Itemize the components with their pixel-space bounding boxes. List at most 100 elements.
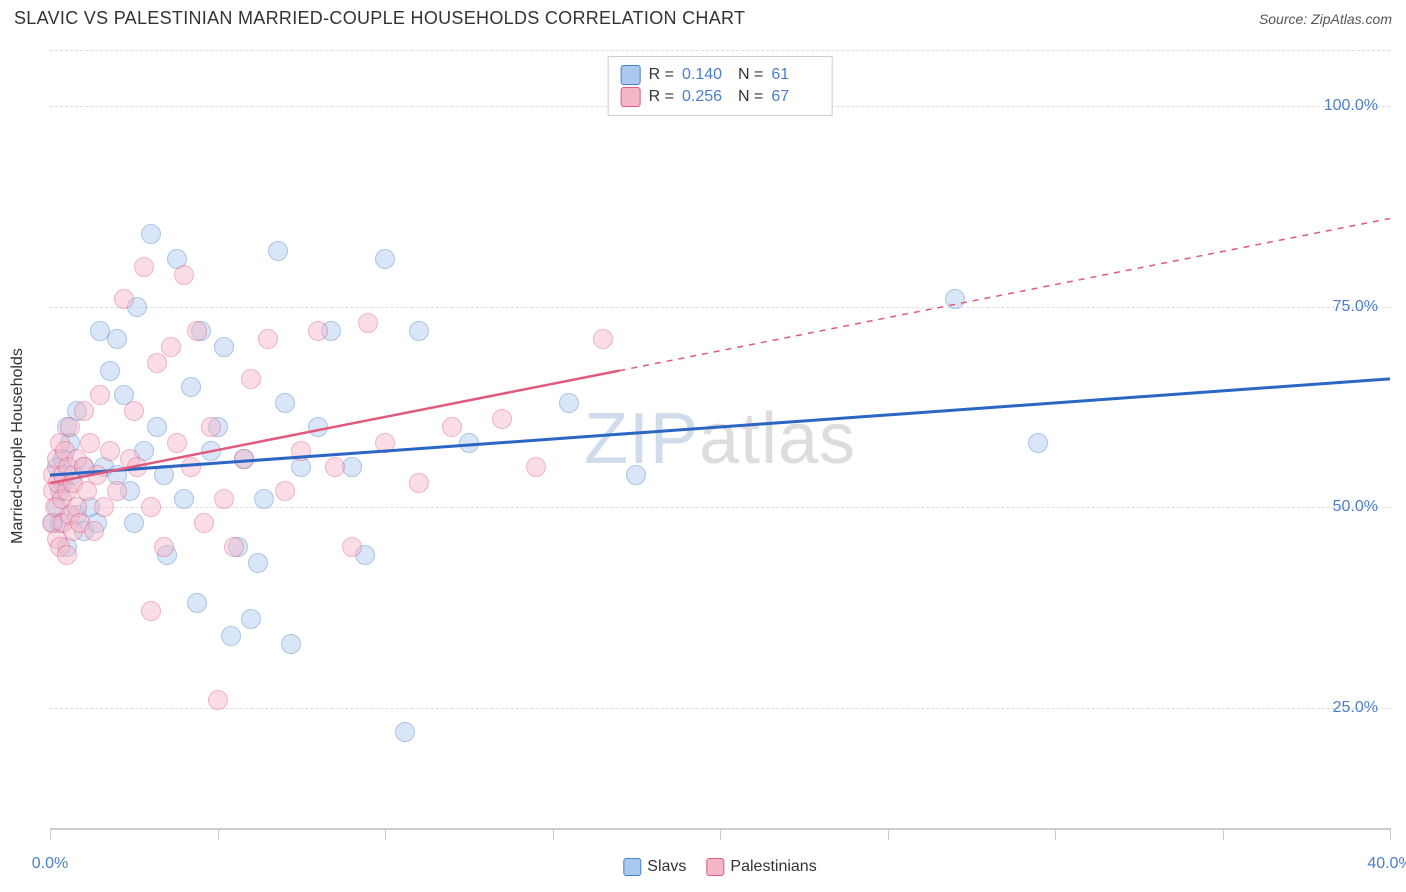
r-label: R = bbox=[649, 88, 674, 106]
y-tick-label: 50.0% bbox=[1333, 498, 1378, 516]
scatter-point-slavs bbox=[187, 593, 207, 613]
swatch-palestinians bbox=[621, 87, 641, 107]
scatter-point-palestinians bbox=[308, 321, 328, 341]
scatter-point-slavs bbox=[254, 489, 274, 509]
r-value-slavs: 0.140 bbox=[682, 66, 730, 84]
scatter-point-palestinians bbox=[409, 473, 429, 493]
scatter-point-slavs bbox=[214, 337, 234, 357]
scatter-point-palestinians bbox=[187, 321, 207, 341]
scatter-point-palestinians bbox=[241, 369, 261, 389]
r-label: R = bbox=[649, 66, 674, 84]
scatter-point-slavs bbox=[281, 634, 301, 654]
legend-row-slavs: R = 0.140 N = 61 bbox=[621, 65, 820, 85]
scatter-point-palestinians bbox=[134, 257, 154, 277]
scatter-point-palestinians bbox=[214, 489, 234, 509]
scatter-point-palestinians bbox=[258, 329, 278, 349]
legend-row-palestinians: R = 0.256 N = 67 bbox=[621, 87, 820, 107]
x-tick-label: 0.0% bbox=[32, 855, 68, 873]
scatter-point-palestinians bbox=[342, 537, 362, 557]
scatter-point-palestinians bbox=[161, 337, 181, 357]
y-tick-label: 100.0% bbox=[1324, 97, 1378, 115]
legend-label-palestinians: Palestinians bbox=[730, 858, 816, 876]
chart-title: SLAVIC VS PALESTINIAN MARRIED-COUPLE HOU… bbox=[14, 8, 745, 29]
scatter-point-palestinians bbox=[358, 313, 378, 333]
scatter-point-slavs bbox=[241, 609, 261, 629]
scatter-point-palestinians bbox=[208, 690, 228, 710]
scatter-point-slavs bbox=[275, 393, 295, 413]
scatter-point-slavs bbox=[308, 417, 328, 437]
scatter-point-slavs bbox=[945, 289, 965, 309]
scatter-point-palestinians bbox=[201, 417, 221, 437]
scatter-point-palestinians bbox=[167, 433, 187, 453]
scatter-point-slavs bbox=[559, 393, 579, 413]
chart-source: Source: ZipAtlas.com bbox=[1259, 11, 1392, 27]
scatter-point-slavs bbox=[124, 513, 144, 533]
correlation-legend: R = 0.140 N = 61 R = 0.256 N = 67 bbox=[608, 56, 833, 116]
chart-header: SLAVIC VS PALESTINIAN MARRIED-COUPLE HOU… bbox=[0, 0, 1406, 35]
scatter-point-palestinians bbox=[291, 441, 311, 461]
gridline bbox=[50, 50, 1390, 51]
scatter-point-palestinians bbox=[154, 537, 174, 557]
scatter-point-slavs bbox=[141, 224, 161, 244]
legend-item-slavs: Slavs bbox=[623, 858, 686, 876]
scatter-point-slavs bbox=[268, 241, 288, 261]
scatter-point-palestinians bbox=[124, 401, 144, 421]
scatter-point-slavs bbox=[201, 441, 221, 461]
swatch-slavs bbox=[621, 65, 641, 85]
scatter-point-slavs bbox=[174, 489, 194, 509]
scatter-point-palestinians bbox=[275, 481, 295, 501]
scatter-point-palestinians bbox=[224, 537, 244, 557]
scatter-point-slavs bbox=[100, 361, 120, 381]
scatter-point-slavs bbox=[375, 249, 395, 269]
x-tick bbox=[1055, 828, 1056, 840]
scatter-point-palestinians bbox=[141, 497, 161, 517]
scatter-point-slavs bbox=[248, 553, 268, 573]
x-tick bbox=[1390, 828, 1391, 840]
n-label: N = bbox=[738, 66, 763, 84]
y-tick-label: 75.0% bbox=[1333, 298, 1378, 316]
y-tick-label: 25.0% bbox=[1333, 699, 1378, 717]
legend-label-slavs: Slavs bbox=[647, 858, 686, 876]
series-legend: Slavs Palestinians bbox=[623, 858, 816, 876]
x-tick bbox=[50, 828, 51, 840]
legend-item-palestinians: Palestinians bbox=[706, 858, 816, 876]
scatter-point-palestinians bbox=[375, 433, 395, 453]
swatch-palestinians-icon bbox=[706, 858, 724, 876]
gridline bbox=[50, 307, 1390, 308]
source-prefix: Source: bbox=[1259, 11, 1311, 27]
scatter-point-slavs bbox=[409, 321, 429, 341]
scatter-point-palestinians bbox=[181, 457, 201, 477]
n-label: N = bbox=[738, 88, 763, 106]
x-tick bbox=[888, 828, 889, 840]
x-tick-label: 40.0% bbox=[1367, 855, 1406, 873]
swatch-slavs-icon bbox=[623, 858, 641, 876]
scatter-point-palestinians bbox=[593, 329, 613, 349]
chart-plot-area: ZIPatlas R = 0.140 N = 61 R = 0.256 N = … bbox=[50, 50, 1390, 830]
gridline bbox=[50, 708, 1390, 709]
scatter-point-palestinians bbox=[90, 385, 110, 405]
scatter-point-palestinians bbox=[60, 417, 80, 437]
scatter-point-palestinians bbox=[492, 409, 512, 429]
watermark: ZIPatlas bbox=[584, 398, 856, 480]
r-value-palestinians: 0.256 bbox=[682, 88, 730, 106]
scatter-point-palestinians bbox=[174, 265, 194, 285]
scatter-point-palestinians bbox=[100, 441, 120, 461]
scatter-point-palestinians bbox=[80, 433, 100, 453]
scatter-point-palestinians bbox=[127, 457, 147, 477]
scatter-point-slavs bbox=[107, 329, 127, 349]
scatter-point-slavs bbox=[181, 377, 201, 397]
gridline bbox=[50, 507, 1390, 508]
scatter-point-palestinians bbox=[107, 481, 127, 501]
scatter-point-slavs bbox=[1028, 433, 1048, 453]
x-tick bbox=[720, 828, 721, 840]
scatter-point-slavs bbox=[154, 465, 174, 485]
scatter-point-slavs bbox=[626, 465, 646, 485]
scatter-point-palestinians bbox=[74, 401, 94, 421]
scatter-point-palestinians bbox=[94, 497, 114, 517]
scatter-point-palestinians bbox=[442, 417, 462, 437]
scatter-point-palestinians bbox=[234, 449, 254, 469]
scatter-point-slavs bbox=[395, 722, 415, 742]
x-tick bbox=[553, 828, 554, 840]
y-axis-label: Married-couple Households bbox=[9, 348, 27, 544]
trend-lines-layer bbox=[50, 50, 1390, 828]
